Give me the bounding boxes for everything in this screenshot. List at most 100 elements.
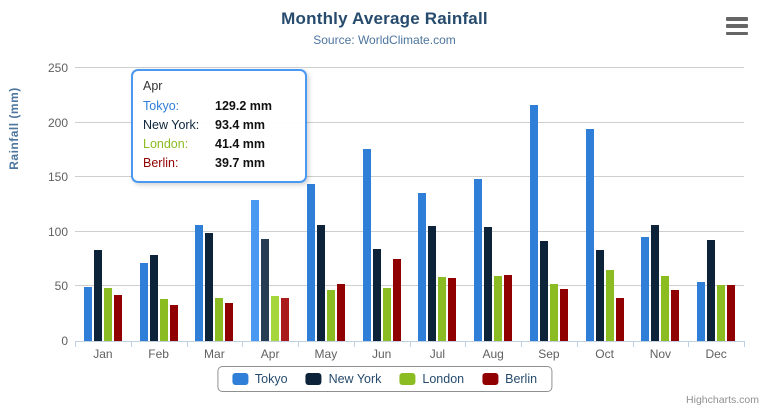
- bar-new-york-mar[interactable]: [205, 233, 214, 341]
- export-menu-icon[interactable]: [726, 16, 748, 36]
- x-axis-label: Sep: [538, 347, 560, 361]
- legend-label: Tokyo: [254, 372, 288, 386]
- x-axis-label: Oct: [595, 347, 614, 361]
- legend-box: Tokyo New York London Berlin: [216, 366, 553, 392]
- bar-tokyo-apr[interactable]: [251, 199, 260, 341]
- bar-tokyo-aug[interactable]: [474, 178, 483, 341]
- tooltip-series-label: London:: [143, 137, 189, 151]
- bar-group-sep: [521, 68, 577, 341]
- bar-london-sep[interactable]: [549, 283, 558, 341]
- bar-tokyo-dec[interactable]: [697, 281, 706, 341]
- bar-london-mar[interactable]: [215, 298, 224, 341]
- bar-new-york-jul[interactable]: [428, 226, 437, 341]
- bar-berlin-jan[interactable]: [113, 294, 122, 341]
- bar-tokyo-jan[interactable]: [83, 286, 92, 341]
- x-axis-label: Apr: [260, 347, 280, 361]
- bar-new-york-may[interactable]: [316, 225, 325, 341]
- bar-tokyo-feb[interactable]: [139, 262, 148, 341]
- bar-berlin-jun[interactable]: [392, 258, 401, 341]
- legend-swatch-new-york: [305, 373, 322, 385]
- gridline: [75, 230, 744, 232]
- bar-new-york-jan[interactable]: [93, 249, 102, 341]
- y-axis-label: 150: [47, 170, 68, 185]
- x-axis-label: Mar: [204, 347, 225, 361]
- bar-group-jul: [410, 68, 466, 341]
- bar-berlin-nov[interactable]: [671, 289, 680, 341]
- bar-berlin-sep[interactable]: [559, 289, 568, 341]
- y-axis-label: 50: [54, 279, 68, 294]
- gridline: [75, 121, 744, 123]
- bar-london-oct[interactable]: [605, 269, 614, 341]
- x-axis-tick: [75, 341, 76, 347]
- bar-tokyo-jul[interactable]: [418, 192, 427, 341]
- bar-tokyo-may[interactable]: [306, 183, 315, 341]
- bar-london-jul[interactable]: [438, 276, 447, 341]
- x-axis-label: Dec: [705, 347, 727, 361]
- bar-london-apr[interactable]: [271, 295, 280, 341]
- bar-london-jan[interactable]: [103, 287, 112, 341]
- tooltip-series-label: New York:: [143, 118, 200, 132]
- bar-new-york-nov[interactable]: [651, 224, 660, 341]
- legend-label: London: [422, 372, 465, 386]
- bar-berlin-feb[interactable]: [169, 304, 178, 341]
- bar-new-york-sep[interactable]: [539, 241, 548, 341]
- tooltip-series-value: 93.4 mm: [215, 118, 266, 132]
- bar-group-jan: [75, 68, 131, 341]
- x-axis-label: Feb: [148, 347, 169, 361]
- x-axis-label: Aug: [482, 347, 504, 361]
- bar-new-york-oct[interactable]: [595, 249, 604, 341]
- bar-berlin-aug[interactable]: [504, 275, 513, 341]
- bar-london-feb[interactable]: [159, 298, 168, 341]
- bar-tokyo-mar[interactable]: [195, 224, 204, 341]
- legend-item-new-york[interactable]: New York: [305, 372, 381, 386]
- bar-new-york-aug[interactable]: [484, 227, 493, 341]
- bar-tokyo-jun[interactable]: [362, 148, 371, 341]
- x-axis-tick: [353, 341, 355, 347]
- tooltip: Apr Tokyo: 129.2 mm New York: 93.4 mm London…: [131, 69, 307, 183]
- bar-new-york-dec[interactable]: [707, 240, 716, 341]
- bar-london-dec[interactable]: [717, 285, 726, 341]
- bar-group-aug: [465, 68, 521, 341]
- bar-tokyo-oct[interactable]: [585, 129, 594, 341]
- y-axis-label: 200: [47, 115, 68, 130]
- x-axis-tick: [242, 341, 244, 347]
- x-axis-tick: [465, 341, 467, 347]
- bar-group-nov: [633, 68, 689, 341]
- bar-berlin-apr[interactable]: [281, 297, 290, 341]
- bar-london-may[interactable]: [326, 289, 335, 341]
- bar-berlin-may[interactable]: [336, 283, 345, 341]
- legend-item-london[interactable]: London: [399, 372, 464, 386]
- gridline: [75, 176, 744, 178]
- legend-item-berlin[interactable]: Berlin: [482, 372, 537, 386]
- bar-berlin-oct[interactable]: [615, 298, 624, 341]
- tooltip-header: Apr: [143, 79, 163, 93]
- bar-london-jun[interactable]: [382, 288, 391, 341]
- bar-tokyo-nov[interactable]: [641, 236, 650, 341]
- bar-new-york-apr[interactable]: [261, 239, 270, 341]
- bar-london-aug[interactable]: [494, 275, 503, 341]
- bar-group-feb: [131, 68, 187, 341]
- bar-berlin-jul[interactable]: [448, 278, 457, 341]
- legend-swatch-berlin: [482, 373, 499, 385]
- bar-group-apr: [242, 68, 298, 341]
- plot-area: [75, 67, 744, 341]
- x-axis-tick: [744, 341, 745, 347]
- bar-berlin-dec[interactable]: [727, 285, 736, 341]
- bar-tokyo-sep[interactable]: [529, 104, 538, 341]
- gridline: [75, 285, 744, 287]
- x-axis-label: Jan: [93, 347, 113, 361]
- x-axis-label: May: [314, 347, 338, 361]
- tooltip-row-london-: London: 41.4 mm: [143, 135, 295, 154]
- x-axis-label: Nov: [649, 347, 672, 361]
- credits-link[interactable]: Highcharts.com: [686, 394, 759, 406]
- bar-new-york-jun[interactable]: [372, 248, 381, 341]
- legend-item-tokyo[interactable]: Tokyo: [231, 372, 288, 386]
- bar-london-nov[interactable]: [661, 276, 670, 341]
- bar-berlin-mar[interactable]: [225, 303, 234, 341]
- tooltip-series-label: Tokyo:: [143, 99, 180, 113]
- bar-new-york-feb[interactable]: [149, 254, 158, 341]
- x-axis-tick: [409, 341, 411, 347]
- bar-group-jun: [354, 68, 410, 341]
- x-axis-tick: [521, 341, 522, 347]
